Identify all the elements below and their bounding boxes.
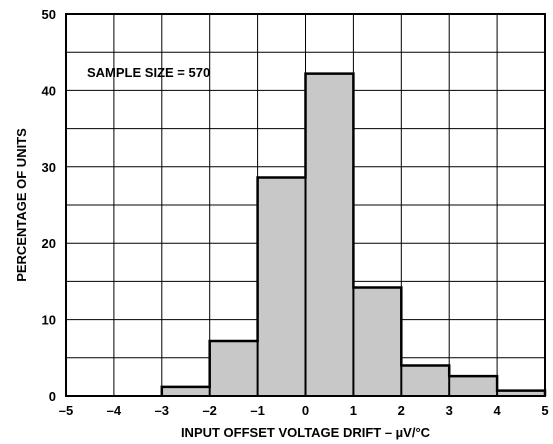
y-tick-label: 10: [42, 313, 56, 328]
y-tick-label: 0: [49, 389, 56, 404]
y-tick-label: 20: [42, 236, 56, 251]
histogram-bar: [209, 340, 258, 396]
x-tick-label: 1: [350, 403, 357, 418]
x-tick-label: –2: [202, 403, 216, 418]
histogram-bar: [257, 177, 306, 396]
histogram-bar: [305, 73, 354, 396]
x-tick-label: –4: [107, 403, 122, 418]
histogram-bar: [401, 365, 450, 396]
x-tick-label: 0: [302, 403, 309, 418]
y-tick-label: 40: [42, 83, 56, 98]
sample-size-annotation: SAMPLE SIZE = 570: [87, 65, 210, 80]
x-tick-label: –5: [59, 403, 73, 418]
histogram-bar: [497, 390, 545, 396]
y-tick-label: 50: [42, 7, 56, 22]
x-tick-label: 2: [398, 403, 405, 418]
y-tick-label: 30: [42, 160, 56, 175]
histogram-bar: [161, 386, 210, 396]
y-axis-title: PERCENTAGE OF UNITS: [14, 128, 29, 282]
y-tick-labels: 0 10 20 30 40 50: [42, 7, 56, 404]
bars: [160, 72, 547, 396]
plot-frame: [65, 13, 546, 397]
x-axis-title: INPUT OFFSET VOLTAGE DRIFT – µV/°C: [181, 425, 431, 440]
x-tick-labels: –5 –4 –3 –2 –1 0 1 2 3 4 5: [59, 403, 549, 418]
x-tick-label: 4: [493, 403, 501, 418]
histogram-outline: [160, 72, 547, 396]
histogram-bar: [353, 287, 402, 396]
x-tick-label: 5: [541, 403, 548, 418]
x-tick-label: –3: [155, 403, 169, 418]
x-tick-label: 3: [446, 403, 453, 418]
histogram-bar: [449, 376, 498, 396]
x-tick-label: –1: [250, 403, 264, 418]
